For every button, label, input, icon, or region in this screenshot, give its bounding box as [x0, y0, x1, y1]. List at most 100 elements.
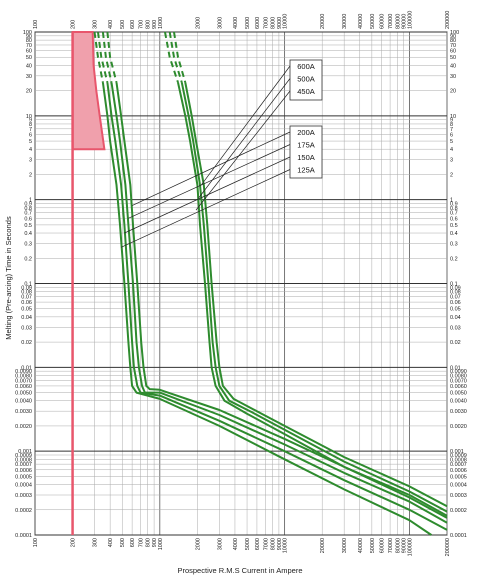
y-tick-label-right: 80: [450, 38, 456, 44]
x-tick-label-bottom: 70000: [388, 538, 394, 553]
y-tick-label-left: 0.0060: [15, 384, 32, 390]
y-tick-label-left: 0.0009: [15, 453, 32, 459]
y-tick-label-left: 0.08: [21, 290, 32, 296]
y-tick-label-right: 0.0007: [450, 462, 467, 468]
x-tick-label-top: 60000: [380, 14, 386, 29]
y-axis-title: Melting (Pre-arcing) Time in Seconds: [4, 216, 13, 340]
y-tick-label-left: 9: [29, 118, 32, 124]
legend-leader-200A: [131, 131, 291, 206]
y-tick-label-right: 0.0003: [450, 493, 467, 499]
y-tick-label-right: 2: [450, 172, 453, 178]
x-tick-label-bottom: 3000: [217, 538, 223, 550]
x-tick-label-bottom: 40000: [358, 538, 364, 553]
y-tick-label-right: 90: [450, 34, 456, 40]
y-tick-label-right: 0.07: [450, 294, 461, 300]
y-tick-label-right: 0.01: [450, 365, 461, 371]
x-tick-label-top: 3000: [217, 17, 223, 29]
x-tick-label-bottom: 900: [152, 538, 158, 547]
grid-lines: [34, 31, 448, 536]
y-tick-label-right: 60: [450, 49, 456, 55]
y-tick-label-right: 0.0002: [450, 508, 467, 514]
x-tick-label-bottom: 7000: [263, 538, 269, 550]
y-tick-label-right: 0.05: [450, 307, 461, 313]
x-tick-label-top: 200: [71, 20, 77, 29]
y-tick-label-right: 0.0020: [450, 424, 467, 430]
y-tick-label-right: 0.0050: [450, 391, 467, 397]
y-tick-label-right: 0.09: [450, 285, 461, 291]
series-curve-500A: [180, 82, 448, 513]
legend-label-150A: 150A: [297, 153, 315, 162]
series-curve-125A-dashed: [93, 31, 104, 83]
y-tick-label-right: 0.8: [450, 206, 458, 212]
y-tick-label-left: 0.0050: [15, 391, 32, 397]
tick-labels: 1001002002003003004004005005006006007007…: [15, 11, 467, 557]
legend-label-600A: 600A: [297, 62, 315, 71]
y-tick-label-right: 70: [450, 43, 456, 49]
x-tick-label-top: 300: [93, 20, 99, 29]
x-tick-label-bottom: 30000: [342, 538, 348, 553]
legend-leader-150A: [124, 156, 291, 234]
y-tick-label-right: 0.5: [450, 223, 458, 229]
legend-box: [289, 59, 323, 101]
x-tick-label-top: 2000: [195, 17, 201, 29]
x-tick-label-top: 20000: [320, 14, 326, 29]
y-tick-label-left: 30: [26, 74, 32, 80]
y-tick-label-left: 0.2: [24, 256, 32, 262]
x-tick-label-top: 10000: [283, 14, 289, 29]
y-tick-label-right: 0.0004: [450, 483, 467, 489]
y-tick-label-right: 0.06: [450, 300, 461, 306]
x-tick-label-bottom: 4000: [233, 538, 239, 550]
y-tick-label-left: 0.04: [21, 315, 32, 321]
y-tick-label-left: 0.0090: [15, 369, 32, 375]
y-tick-label-right: 9: [450, 118, 453, 124]
y-tick-label-right: 3: [450, 158, 453, 164]
y-tick-label-left: 6: [29, 132, 32, 138]
series-curve-450A: [177, 82, 448, 519]
y-tick-label-right: 0.0040: [450, 399, 467, 405]
y-tick-label-left: 0.0040: [15, 399, 32, 405]
legend-leader-600A: [201, 65, 291, 186]
y-tick-label-left: 4: [29, 147, 32, 153]
x-tick-label-bottom: 9000: [277, 538, 283, 550]
y-tick-label-left: 8: [29, 122, 32, 128]
x-tick-label-bottom: 100: [33, 538, 39, 547]
series-curve-500A-dashed: [168, 31, 183, 83]
y-tick-label-left: 60: [26, 49, 32, 55]
series-curves: [93, 31, 448, 536]
y-tick-label-right: 0.1: [450, 282, 458, 288]
y-tick-label-right: 0.0001: [450, 533, 467, 539]
y-tick-label-right: 40: [450, 63, 456, 69]
y-tick-label-right: 0.0060: [450, 384, 467, 390]
x-tick-label-top: 600: [130, 20, 136, 29]
x-tick-label-top: 7000: [263, 17, 269, 29]
x-tick-label-top: 900: [152, 20, 158, 29]
series-curve-150A: [106, 82, 448, 531]
legend-leader-175A: [128, 144, 291, 219]
series-curve-200A: [115, 82, 448, 517]
y-tick-label-left: 0.0007: [15, 462, 32, 468]
y-tick-label-left: 0.0006: [15, 468, 32, 474]
y-tick-label-right: 0.0030: [450, 409, 467, 415]
legend-label-450A: 450A: [297, 87, 315, 96]
y-tick-label-left: 0.05: [21, 307, 32, 313]
y-tick-label-right: 0.0005: [450, 474, 467, 480]
x-tick-label-top: 70000: [388, 14, 394, 29]
y-tick-label-left: 0.0030: [15, 409, 32, 415]
y-tick-label-right: 0.0006: [450, 468, 467, 474]
x-tick-label-bottom: 700: [138, 538, 144, 547]
highlight-area: [71, 31, 106, 151]
y-tick-label-left: 0.0001: [15, 533, 32, 539]
y-tick-label-right: 7: [450, 127, 453, 133]
y-tick-label-left: 0.9: [24, 202, 32, 208]
y-tick-label-left: 0.3: [24, 242, 32, 248]
y-tick-label-right: 5: [450, 139, 453, 145]
series-curve-200A-dashed: [106, 31, 118, 83]
y-tick-label-right: 30: [450, 74, 456, 80]
y-tick-label-left: 0.0003: [15, 493, 32, 499]
x-tick-label-bottom: 500: [120, 538, 126, 547]
y-tick-label-left: 0.0005: [15, 474, 32, 480]
series-curve-450A-dashed: [164, 31, 179, 83]
x-axis-title: Prospective R.M.S Current in Ampere: [177, 566, 302, 575]
series-curve-175A: [110, 82, 448, 524]
x-tick-label-bottom: 600: [130, 538, 136, 547]
